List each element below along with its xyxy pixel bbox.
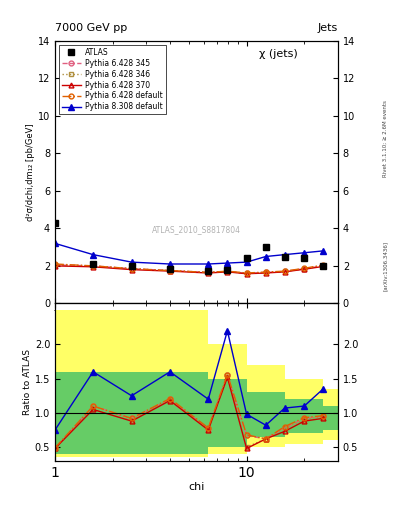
- Pythia 6.428 346: [225, 268, 230, 274]
- Pythia 8.308 default: [225, 260, 230, 266]
- ATLAS: [225, 267, 230, 273]
- Pythia 6.428 370: [282, 269, 287, 275]
- Pythia 6.428 346: [321, 263, 325, 269]
- Text: Jets: Jets: [318, 23, 338, 33]
- Pythia 6.428 345: [282, 268, 287, 274]
- Pythia 6.428 345: [225, 268, 230, 274]
- Pythia 6.428 370: [53, 263, 57, 269]
- Text: 7000 GeV pp: 7000 GeV pp: [55, 23, 127, 33]
- ATLAS: [129, 263, 134, 269]
- Pythia 6.428 default: [263, 269, 268, 275]
- Pythia 8.308 default: [206, 261, 211, 267]
- Pythia 6.428 346: [244, 270, 249, 276]
- ATLAS: [206, 267, 211, 273]
- ATLAS: [302, 255, 307, 262]
- ATLAS: [321, 263, 325, 269]
- Pythia 6.428 345: [206, 269, 211, 275]
- Pythia 8.308 default: [53, 240, 57, 246]
- Pythia 6.428 346: [206, 269, 211, 275]
- Pythia 6.428 345: [53, 262, 57, 268]
- Pythia 6.428 370: [129, 267, 134, 273]
- Line: Pythia 8.308 default: Pythia 8.308 default: [52, 241, 326, 267]
- Pythia 6.428 370: [302, 266, 307, 272]
- Y-axis label: Ratio to ATLAS: Ratio to ATLAS: [23, 349, 32, 415]
- Pythia 6.428 default: [167, 267, 172, 273]
- Pythia 6.428 346: [167, 267, 172, 273]
- Pythia 8.308 default: [263, 253, 268, 260]
- ATLAS: [91, 261, 95, 267]
- ATLAS: [53, 220, 57, 226]
- Pythia 6.428 370: [91, 264, 95, 270]
- Pythia 6.428 370: [321, 263, 325, 269]
- ATLAS: [282, 253, 287, 260]
- Line: Pythia 6.428 default: Pythia 6.428 default: [53, 262, 325, 275]
- Text: χ (jets): χ (jets): [259, 49, 298, 59]
- Pythia 6.428 346: [302, 266, 307, 272]
- Pythia 8.308 default: [302, 250, 307, 256]
- Pythia 6.428 345: [91, 263, 95, 269]
- Pythia 6.428 default: [282, 268, 287, 274]
- Pythia 6.428 370: [167, 268, 172, 274]
- Line: Pythia 6.428 345: Pythia 6.428 345: [53, 263, 325, 276]
- Text: ATLAS_2010_S8817804: ATLAS_2010_S8817804: [152, 225, 241, 234]
- Pythia 6.428 370: [263, 270, 268, 276]
- Pythia 8.308 default: [167, 261, 172, 267]
- Pythia 6.428 370: [206, 270, 211, 276]
- Pythia 6.428 346: [263, 269, 268, 275]
- Pythia 8.308 default: [282, 251, 287, 258]
- Pythia 6.428 346: [129, 266, 134, 272]
- Pythia 6.428 default: [244, 270, 249, 276]
- Pythia 6.428 345: [244, 270, 249, 276]
- Pythia 6.428 346: [53, 262, 57, 268]
- Line: Pythia 6.428 346: Pythia 6.428 346: [53, 263, 325, 276]
- Pythia 6.428 default: [225, 268, 230, 274]
- Text: Rivet 3.1.10; ≥ 2.6M events: Rivet 3.1.10; ≥ 2.6M events: [383, 100, 388, 177]
- Line: Pythia 6.428 370: Pythia 6.428 370: [53, 264, 325, 276]
- Pythia 6.428 345: [302, 266, 307, 272]
- Pythia 6.428 370: [244, 271, 249, 277]
- ATLAS: [263, 244, 268, 250]
- Pythia 6.428 345: [129, 266, 134, 272]
- Pythia 6.428 default: [321, 262, 325, 268]
- Pythia 6.428 345: [167, 267, 172, 273]
- X-axis label: chi: chi: [188, 482, 205, 493]
- Pythia 6.428 default: [91, 263, 95, 269]
- Pythia 6.428 345: [263, 269, 268, 275]
- Pythia 8.308 default: [244, 259, 249, 265]
- Pythia 6.428 default: [129, 266, 134, 272]
- Text: [arXiv:1306.3436]: [arXiv:1306.3436]: [383, 241, 388, 291]
- Y-axis label: d²σ/dchi,dm₁₂ [pb/GeV]: d²σ/dchi,dm₁₂ [pb/GeV]: [26, 123, 35, 221]
- Pythia 8.308 default: [91, 251, 95, 258]
- Line: ATLAS: ATLAS: [51, 219, 327, 274]
- Pythia 8.308 default: [321, 248, 325, 254]
- Pythia 6.428 346: [91, 263, 95, 269]
- Pythia 6.428 370: [225, 269, 230, 275]
- ATLAS: [244, 255, 249, 262]
- Pythia 6.428 default: [302, 265, 307, 271]
- Pythia 6.428 default: [206, 269, 211, 275]
- Pythia 6.428 346: [282, 268, 287, 274]
- Pythia 8.308 default: [129, 259, 134, 265]
- Pythia 6.428 default: [53, 261, 57, 267]
- Pythia 6.428 345: [321, 263, 325, 269]
- ATLAS: [167, 266, 172, 272]
- Legend: ATLAS, Pythia 6.428 345, Pythia 6.428 346, Pythia 6.428 370, Pythia 6.428 defaul: ATLAS, Pythia 6.428 345, Pythia 6.428 34…: [59, 45, 165, 115]
